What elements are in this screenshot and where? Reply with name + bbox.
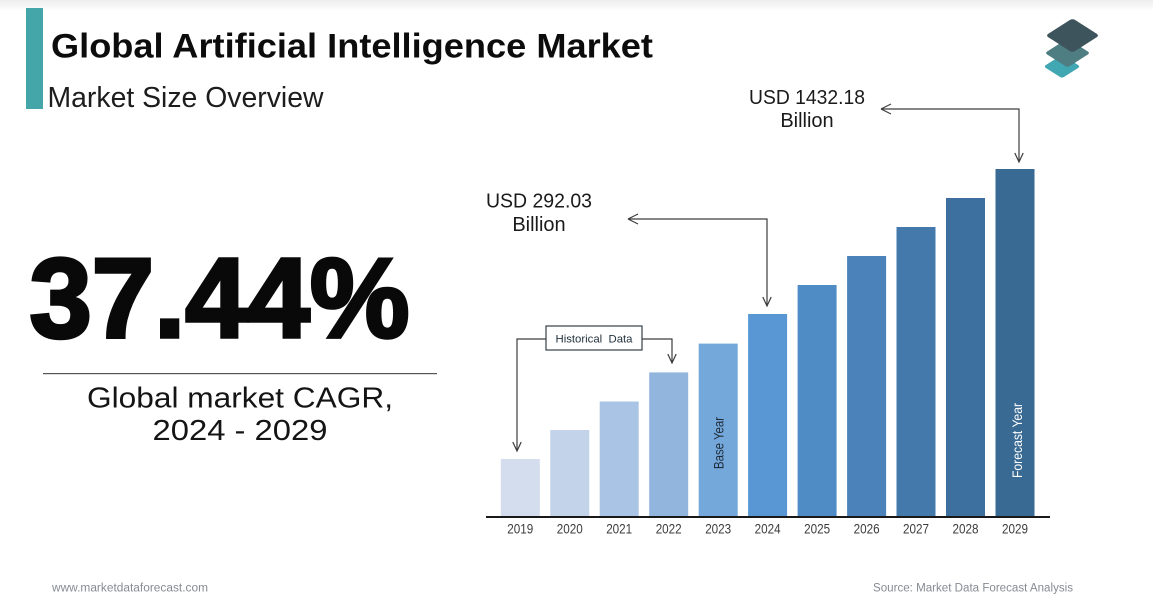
svg-text:Source: Market Data Forecast A: Source: Market Data Forecast Analysis (873, 583, 1073, 595)
svg-text:USD 292.03: USD 292.03 (486, 191, 592, 213)
svg-text:2029: 2029 (1002, 521, 1028, 537)
svg-text:Billion: Billion (780, 110, 833, 132)
svg-text:Base Year: Base Year (711, 417, 727, 469)
svg-text:2020: 2020 (557, 521, 583, 537)
svg-text:2026: 2026 (854, 521, 880, 537)
svg-text:2028: 2028 (953, 521, 979, 537)
svg-text:Historical Data: Historical Data (556, 333, 634, 345)
svg-text:2023: 2023 (705, 521, 731, 537)
svg-text:2027: 2027 (903, 521, 929, 537)
svg-text:www.marketdataforecast.com: www.marketdataforecast.com (51, 583, 208, 595)
svg-text:2024: 2024 (755, 521, 781, 537)
svg-text:2025: 2025 (804, 521, 830, 537)
svg-text:USD 1432.18: USD 1432.18 (749, 87, 865, 109)
svg-text:Global market CAGR,: Global market CAGR, (87, 383, 393, 415)
svg-text:Forecast Year: Forecast Year (1009, 403, 1025, 478)
svg-text:Global Artificial Intelligence: Global Artificial Intelligence Market (51, 28, 653, 66)
svg-text:2021: 2021 (606, 521, 632, 537)
svg-text:2019: 2019 (507, 521, 533, 537)
svg-text:2022: 2022 (656, 521, 682, 537)
svg-text:2024 - 2029: 2024 - 2029 (153, 415, 328, 447)
svg-text:Billion: Billion (512, 214, 565, 236)
svg-text:Market Size Overview: Market Size Overview (48, 82, 325, 114)
svg-text:37.44%: 37.44% (30, 235, 410, 361)
